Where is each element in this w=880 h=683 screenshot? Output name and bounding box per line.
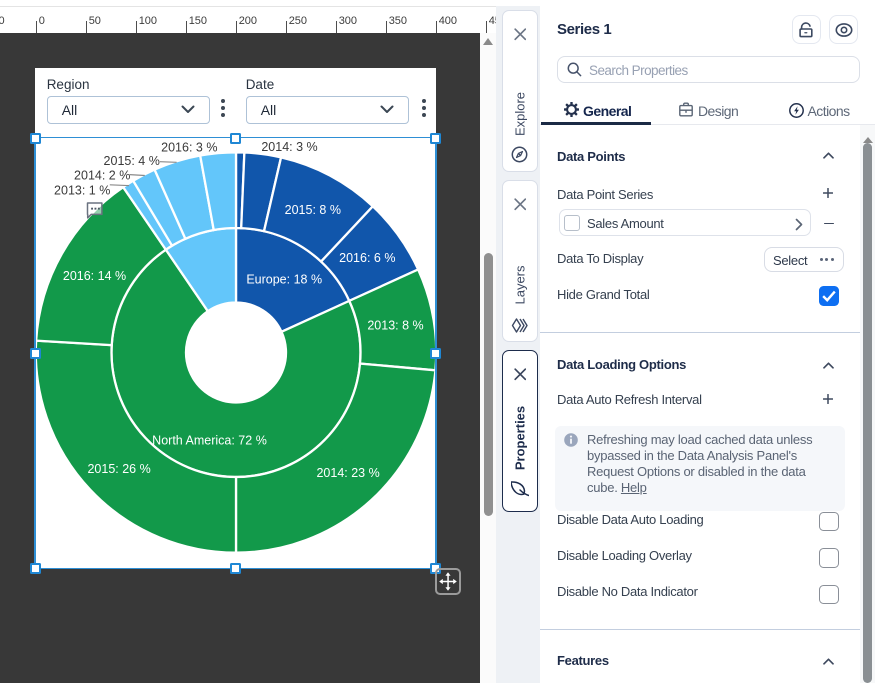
svg-text:2014: 2 %: 2014: 2 %	[74, 168, 130, 182]
svg-text:2016: 3 %: 2016: 3 %	[161, 141, 217, 155]
svg-text:2014: 23 %: 2014: 23 %	[316, 466, 379, 480]
svg-text:Europe: 18 %: Europe: 18 %	[246, 273, 322, 287]
svg-text:2015: 26 %: 2015: 26 %	[87, 462, 150, 476]
svg-text:2013: 8 %: 2013: 8 %	[367, 319, 423, 333]
svg-text:2014: 3 %: 2014: 3 %	[261, 140, 317, 154]
svg-text:2016: 14 %: 2016: 14 %	[62, 269, 125, 283]
svg-text:North America: 72 %: North America: 72 %	[152, 434, 267, 448]
svg-text:2016: 6 %: 2016: 6 %	[339, 251, 395, 265]
svg-text:2015: 8 %: 2015: 8 %	[284, 203, 340, 217]
svg-text:2013: 1 %: 2013: 1 %	[54, 184, 110, 198]
svg-text:2015: 4 %: 2015: 4 %	[103, 154, 159, 168]
